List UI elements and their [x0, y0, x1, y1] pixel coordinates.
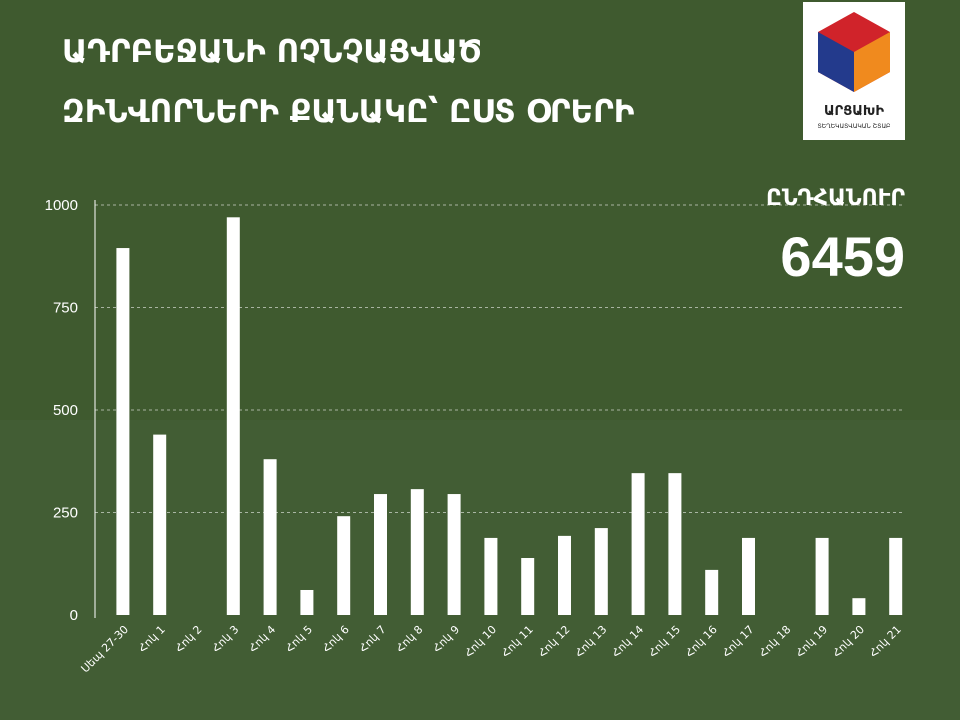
- y-tick-label: 0: [70, 607, 78, 624]
- logo-subtitle: ՏԵՂԵԿԱՏՎԱԿԱՆ ՇՏԱԲ: [818, 123, 891, 130]
- logo-name: ԱՐՑԱԽԻ: [824, 104, 884, 119]
- bar: [263, 459, 277, 615]
- y-tick-label: 250: [53, 505, 78, 522]
- bar: [300, 589, 314, 615]
- bar: [742, 537, 755, 615]
- bar: [116, 248, 130, 616]
- bar: [815, 537, 829, 615]
- bar: [337, 516, 351, 615]
- logo-hex-part: [854, 32, 890, 92]
- bar: [410, 489, 424, 615]
- bar: [226, 217, 240, 616]
- logo-hex-part: [818, 32, 854, 92]
- bar: [484, 537, 498, 615]
- bar: [705, 569, 719, 615]
- bar: [558, 535, 571, 615]
- bar: [447, 494, 461, 615]
- bar: [668, 473, 682, 615]
- logo: ԱՐՑԱԽԻ ՏԵՂԵԿԱՏՎԱԿԱՆ ՇՏԱԲ: [803, 2, 905, 140]
- y-tick-label: 500: [53, 402, 78, 419]
- total-label: ԸՆԴՀԱՆՈՒՐ: [766, 186, 905, 211]
- bar: [889, 537, 903, 615]
- bar: [594, 528, 608, 615]
- bar: [153, 434, 167, 615]
- bar: [852, 598, 866, 615]
- title-line: ԶԻՆՎՈՐՆԵՐԻ ՔԱՆԱԿԸ՝ ԸՍՏ ՕՐԵՐԻ: [62, 94, 635, 130]
- bar: [374, 494, 387, 615]
- total-value: 6459: [780, 225, 905, 288]
- y-tick-label: 1000: [45, 197, 78, 214]
- bar: [521, 558, 535, 615]
- y-tick-label: 750: [53, 300, 78, 317]
- title-line: ԱԴՐԲԵՋԱՆԻ ՈՉՆՉԱՑՎԱԾ: [62, 34, 482, 70]
- bar: [631, 473, 645, 615]
